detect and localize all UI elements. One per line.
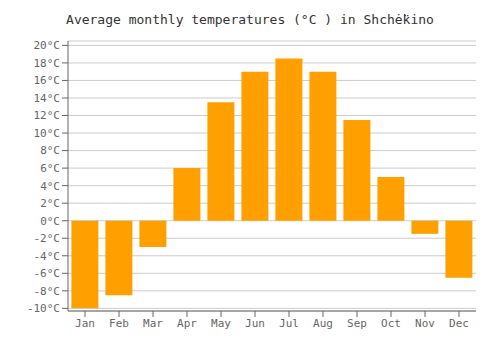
svg-text:Oct: Oct <box>381 317 401 330</box>
svg-text:Feb: Feb <box>109 317 129 330</box>
svg-text:-10°C: -10°C <box>27 302 60 315</box>
svg-text:Jan: Jan <box>75 317 95 330</box>
svg-text:Jul: Jul <box>279 317 299 330</box>
svg-text:10°C: 10°C <box>34 127 61 140</box>
svg-text:20°C: 20°C <box>34 39 61 52</box>
svg-text:-2°C: -2°C <box>34 232 61 245</box>
svg-text:Dec: Dec <box>449 317 469 330</box>
svg-text:16°C: 16°C <box>34 74 61 87</box>
svg-text:Mar: Mar <box>143 317 163 330</box>
svg-text:6°C: 6°C <box>40 162 60 175</box>
svg-text:Nov: Nov <box>415 317 435 330</box>
svg-text:12°C: 12°C <box>34 109 61 122</box>
html-text:Average monthly temperatures (: Average monthly temperatures (°C ) in Sh… <box>66 12 434 27</box>
svg-text:Apr: Apr <box>177 317 197 330</box>
svg-text:0°C: 0°C <box>40 215 60 228</box>
svg-text:4°C: 4°C <box>40 180 60 193</box>
svg-text:Aug: Aug <box>313 317 333 330</box>
svg-text:2°C: 2°C <box>40 197 60 210</box>
svg-text:14°C: 14°C <box>34 92 61 105</box>
svg-text:-4°C: -4°C <box>34 250 61 263</box>
svg-text:-6°C: -6°C <box>34 267 61 280</box>
svg-text:18°C: 18°C <box>34 57 61 70</box>
svg-text:-8°C: -8°C <box>34 285 61 298</box>
svg-text:May: May <box>211 317 231 330</box>
svg-text:8°C: 8°C <box>40 144 60 157</box>
svg-text:Sep: Sep <box>347 317 367 330</box>
svg-text:Jun: Jun <box>245 317 265 330</box>
